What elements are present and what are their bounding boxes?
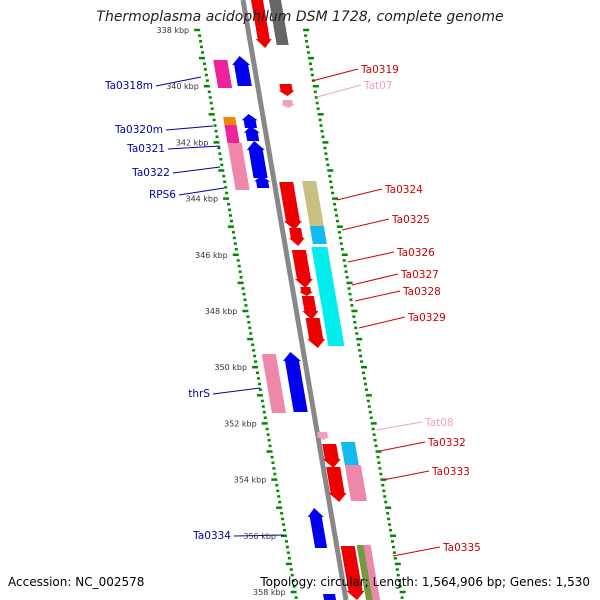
label-leader xyxy=(311,68,359,82)
scale-label: 350 kbp xyxy=(214,363,247,372)
label-leader xyxy=(351,273,399,286)
scale-label: 338 kbp xyxy=(157,26,190,35)
gene-arrow xyxy=(299,287,314,296)
gene-arrow xyxy=(243,126,260,141)
gene-arrow xyxy=(291,250,313,288)
gene-label-left: Ta0334 xyxy=(192,530,231,542)
gene-label-right: Ta0333 xyxy=(431,466,470,478)
gene-arrow xyxy=(301,296,319,320)
gene-label-right: Tat08 xyxy=(424,417,454,429)
label-leader xyxy=(382,470,430,481)
gene-label-right: Ta0332 xyxy=(427,437,466,449)
cog-box xyxy=(340,442,359,466)
scale-ticks xyxy=(194,28,406,599)
label-leader xyxy=(316,84,362,98)
trna-marker xyxy=(315,432,330,440)
gene-arrow xyxy=(278,84,295,96)
gene-label-left: RPS6 xyxy=(149,189,176,201)
gene-arrow xyxy=(254,176,271,188)
cog-box xyxy=(309,226,327,244)
label-leader xyxy=(379,441,426,452)
gene-arrow xyxy=(232,56,252,86)
gene-arrow xyxy=(307,508,328,548)
gene-arrow xyxy=(283,352,308,412)
label-leader xyxy=(172,166,221,174)
label-leader xyxy=(212,387,261,395)
label-leader xyxy=(233,534,285,537)
gene-arrow xyxy=(326,467,347,502)
cog-box xyxy=(363,545,380,600)
gene-arrow xyxy=(305,318,326,348)
gene-arrow xyxy=(251,0,272,48)
gene-label-left: Ta0321 xyxy=(126,143,165,155)
cog-box xyxy=(213,60,233,88)
gene-label-right: Ta0319 xyxy=(360,64,399,76)
scale-label: 354 kbp xyxy=(234,476,267,485)
cog-box xyxy=(311,247,345,346)
accession-text: Accession: NC_002578 xyxy=(8,575,145,589)
scale-label: 342 kbp xyxy=(176,138,209,147)
trna-marker xyxy=(280,100,295,108)
genome-summary-text: Topology: circular; Length: 1,564,906 bp… xyxy=(260,575,590,589)
gene-label-right: Tat07 xyxy=(363,80,393,92)
cog-box xyxy=(356,545,373,600)
gene-arrow xyxy=(323,594,336,600)
label-leader xyxy=(336,188,383,201)
labels: 338 kbp 340 kbp 342 kbp 344 kbp 346 kbp 348 k… xyxy=(104,26,481,597)
scale-label: 358 kbp xyxy=(253,588,286,597)
label-leaders xyxy=(155,68,441,557)
gene-arrow xyxy=(288,228,305,246)
scale-label: 352 kbp xyxy=(224,419,257,428)
label-leader xyxy=(167,145,221,150)
label-leader xyxy=(155,76,202,87)
label-leader xyxy=(178,187,225,196)
genome-backbone xyxy=(240,0,349,600)
gene-label-right: Ta0326 xyxy=(396,247,435,259)
scale-label: 344 kbp xyxy=(185,195,218,204)
gene-arrow xyxy=(241,114,258,128)
gene-label-right: Ta0327 xyxy=(400,269,439,281)
label-leader xyxy=(392,546,441,557)
gene-label-right: Ta0335 xyxy=(442,542,481,554)
gene-arrow xyxy=(322,444,341,468)
label-leader xyxy=(354,290,401,302)
cog-box xyxy=(302,181,324,227)
label-leader xyxy=(347,251,395,263)
gene-label-left: Ta0318m xyxy=(104,80,153,92)
gene-arrow xyxy=(246,141,268,178)
scale-label: 346 kbp xyxy=(195,251,228,260)
label-leader xyxy=(165,125,214,131)
cog-box xyxy=(224,125,240,145)
map-title: Thermoplasma acidophilum DSM 1728, compl… xyxy=(96,9,504,25)
gene-features xyxy=(213,0,380,600)
label-leader xyxy=(375,421,423,431)
scale-label: 340 kbp xyxy=(166,82,199,91)
gene-arrow xyxy=(279,182,302,230)
label-leader xyxy=(358,316,406,329)
gene-label-right: Ta0325 xyxy=(391,214,430,226)
cog-box xyxy=(227,143,250,190)
gene-label-right: Ta0324 xyxy=(384,184,423,196)
gene-label-left: Ta0320m xyxy=(114,124,163,136)
cog-box xyxy=(269,0,289,45)
scale-label: 356 kbp xyxy=(243,532,276,541)
gene-label-right: Ta0328 xyxy=(402,286,441,298)
label-leader xyxy=(341,218,390,231)
gene-label-left: Ta0322 xyxy=(131,167,170,179)
cog-box xyxy=(261,354,286,413)
gene-label-left: thrS xyxy=(188,388,210,400)
cog-box xyxy=(344,465,367,501)
gene-arrow xyxy=(340,546,365,600)
gene-label-right: Ta0329 xyxy=(407,312,446,324)
scale-label: 348 kbp xyxy=(205,307,238,316)
